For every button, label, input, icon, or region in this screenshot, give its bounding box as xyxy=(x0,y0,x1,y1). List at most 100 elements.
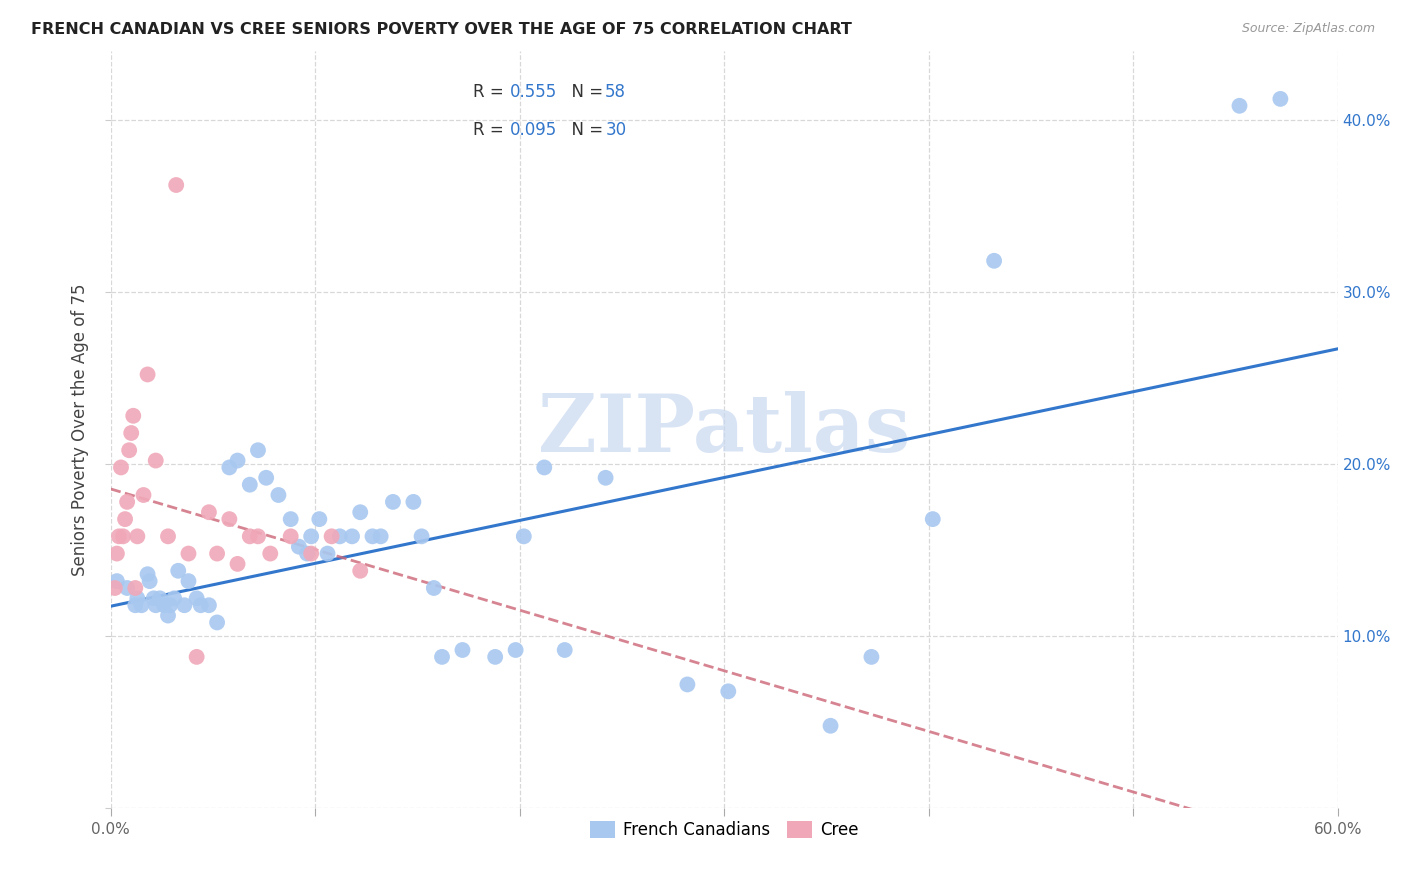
Text: R =: R = xyxy=(472,83,509,102)
Point xyxy=(105,574,128,588)
Point xyxy=(316,547,339,561)
Point xyxy=(226,453,249,467)
Point xyxy=(370,529,392,543)
Point xyxy=(411,529,433,543)
Text: 58: 58 xyxy=(605,83,626,102)
Point xyxy=(149,591,172,606)
Point xyxy=(114,512,136,526)
Point xyxy=(288,540,311,554)
Point xyxy=(124,581,146,595)
Point xyxy=(860,649,883,664)
Point xyxy=(157,608,180,623)
Point xyxy=(983,253,1005,268)
Point xyxy=(349,564,371,578)
Point xyxy=(157,529,180,543)
Point xyxy=(308,512,330,526)
Point xyxy=(136,368,159,382)
Point xyxy=(110,460,132,475)
Point xyxy=(190,599,212,613)
Text: 30: 30 xyxy=(605,121,626,139)
Point xyxy=(484,649,506,664)
Point xyxy=(104,581,127,595)
Point xyxy=(505,643,527,657)
Point xyxy=(280,512,302,526)
Point xyxy=(246,443,269,458)
Point xyxy=(299,529,322,543)
Point xyxy=(921,512,943,526)
Point xyxy=(267,488,290,502)
Point xyxy=(159,599,181,613)
Point xyxy=(717,684,740,698)
Point xyxy=(430,649,453,664)
Point xyxy=(218,512,240,526)
Point xyxy=(295,547,318,561)
Point xyxy=(136,567,159,582)
Point xyxy=(280,529,302,543)
Point xyxy=(254,471,277,485)
Text: FRENCH CANADIAN VS CREE SENIORS POVERTY OVER THE AGE OF 75 CORRELATION CHART: FRENCH CANADIAN VS CREE SENIORS POVERTY … xyxy=(31,22,852,37)
Point xyxy=(361,529,384,543)
Point xyxy=(177,547,200,561)
Point xyxy=(402,495,425,509)
Point xyxy=(451,643,474,657)
Point xyxy=(112,529,135,543)
Point xyxy=(127,591,149,606)
Point xyxy=(132,488,155,502)
Point xyxy=(108,529,131,543)
Text: 0.555: 0.555 xyxy=(509,83,557,102)
Point xyxy=(1270,92,1292,106)
Point xyxy=(205,547,228,561)
Point xyxy=(381,495,404,509)
Point xyxy=(259,547,281,561)
Point xyxy=(299,547,322,561)
Point xyxy=(138,574,160,588)
Point xyxy=(173,599,195,613)
Point xyxy=(120,425,142,440)
Point xyxy=(226,557,249,571)
Point xyxy=(239,529,262,543)
Point xyxy=(239,477,262,491)
Point xyxy=(115,581,138,595)
Point xyxy=(163,591,186,606)
Point xyxy=(595,471,617,485)
Point xyxy=(186,649,208,664)
Point xyxy=(115,495,138,509)
Point xyxy=(127,529,149,543)
Text: R =: R = xyxy=(472,121,509,139)
Point xyxy=(105,547,128,561)
Point xyxy=(131,599,153,613)
Point xyxy=(145,453,167,467)
Text: Source: ZipAtlas.com: Source: ZipAtlas.com xyxy=(1241,22,1375,36)
Point xyxy=(165,178,187,192)
Point xyxy=(321,529,343,543)
Point xyxy=(329,529,352,543)
Point xyxy=(198,599,221,613)
Point xyxy=(118,443,141,458)
Y-axis label: Seniors Poverty Over the Age of 75: Seniors Poverty Over the Age of 75 xyxy=(72,284,89,576)
Point xyxy=(246,529,269,543)
Point xyxy=(167,564,190,578)
Point xyxy=(340,529,363,543)
Point xyxy=(533,460,555,475)
Point xyxy=(186,591,208,606)
Point xyxy=(349,505,371,519)
Point xyxy=(142,591,165,606)
Point xyxy=(218,460,240,475)
Point xyxy=(676,677,699,691)
Text: N =: N = xyxy=(561,83,609,102)
Point xyxy=(198,505,221,519)
Text: N =: N = xyxy=(561,121,609,139)
Point xyxy=(153,599,176,613)
Point xyxy=(1229,99,1251,113)
Point xyxy=(145,599,167,613)
Point xyxy=(554,643,576,657)
Point xyxy=(423,581,446,595)
Point xyxy=(513,529,536,543)
Text: 0.095: 0.095 xyxy=(509,121,557,139)
Point xyxy=(820,719,842,733)
Point xyxy=(124,599,146,613)
Point xyxy=(122,409,145,423)
Point xyxy=(177,574,200,588)
Text: ZIPatlas: ZIPatlas xyxy=(538,391,910,468)
Point xyxy=(205,615,228,630)
